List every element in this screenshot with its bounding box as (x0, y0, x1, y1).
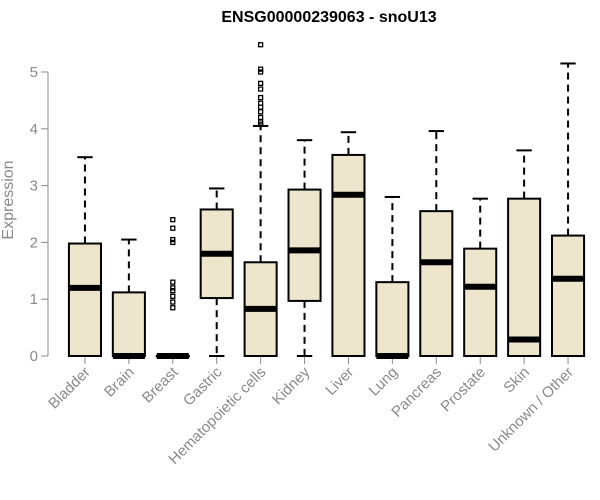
y-tick-label: 2 (30, 234, 38, 251)
box-body (111, 291, 146, 358)
outlier-point (170, 236, 176, 243)
outlier-point (257, 114, 264, 121)
box-12 (551, 62, 586, 357)
box-body (67, 242, 102, 357)
x-tick-label: Brain (101, 364, 138, 401)
outlier-point (257, 80, 264, 87)
boxes (67, 42, 586, 359)
y-tick-label: 1 (30, 291, 38, 308)
box-body (331, 153, 366, 357)
outlier-point (170, 225, 176, 231)
outlier-point (170, 288, 176, 294)
outlier-point (170, 299, 176, 305)
x-tick-label: Prostate (438, 364, 490, 416)
box-4 (199, 187, 234, 357)
outlier-point (257, 42, 264, 48)
box-2 (111, 238, 146, 359)
outlier-point (257, 100, 264, 106)
y-tick-label: 0 (30, 348, 38, 365)
outlier-point (170, 293, 176, 300)
box-body (507, 197, 542, 357)
outlier-point (170, 279, 176, 285)
chart-title: ENSG00000239063 - snoU13 (221, 9, 436, 26)
box-10 (463, 197, 498, 357)
x-tick-label: Breast (139, 363, 182, 406)
y-tick-label: 3 (30, 178, 38, 195)
outlier-point (257, 69, 264, 75)
box-body (375, 281, 410, 357)
outlier-point (170, 217, 176, 223)
outlier-point (257, 109, 264, 115)
box-5 (243, 42, 278, 357)
box-body (463, 247, 498, 357)
outlier-point (170, 239, 176, 246)
x-tick-label: Skin (500, 364, 533, 397)
box-body (287, 188, 322, 302)
outlier-point (170, 305, 176, 311)
box-9 (419, 130, 454, 357)
box-3 (155, 217, 190, 359)
y-axis-label: Expression (0, 160, 17, 239)
box-body (551, 234, 586, 357)
box-7 (331, 131, 366, 357)
outlier-point (257, 86, 264, 92)
x-tick-label: Liver (322, 364, 357, 399)
y-axis: 0 1 2 3 4 5 (30, 64, 49, 365)
outlier-point (170, 285, 176, 291)
x-tick-label: Bladder (45, 364, 94, 413)
box-11 (507, 149, 542, 357)
box-6 (287, 139, 322, 357)
x-tick-label: Kidney (269, 363, 314, 408)
box-body (419, 210, 454, 357)
box-1 (67, 156, 102, 357)
outlier-point (257, 94, 264, 101)
x-tick-label: Lung (366, 364, 402, 400)
box-8 (375, 195, 410, 359)
y-tick-label: 4 (30, 121, 38, 138)
outlier-point (257, 66, 264, 72)
y-tick-label: 5 (30, 64, 38, 81)
